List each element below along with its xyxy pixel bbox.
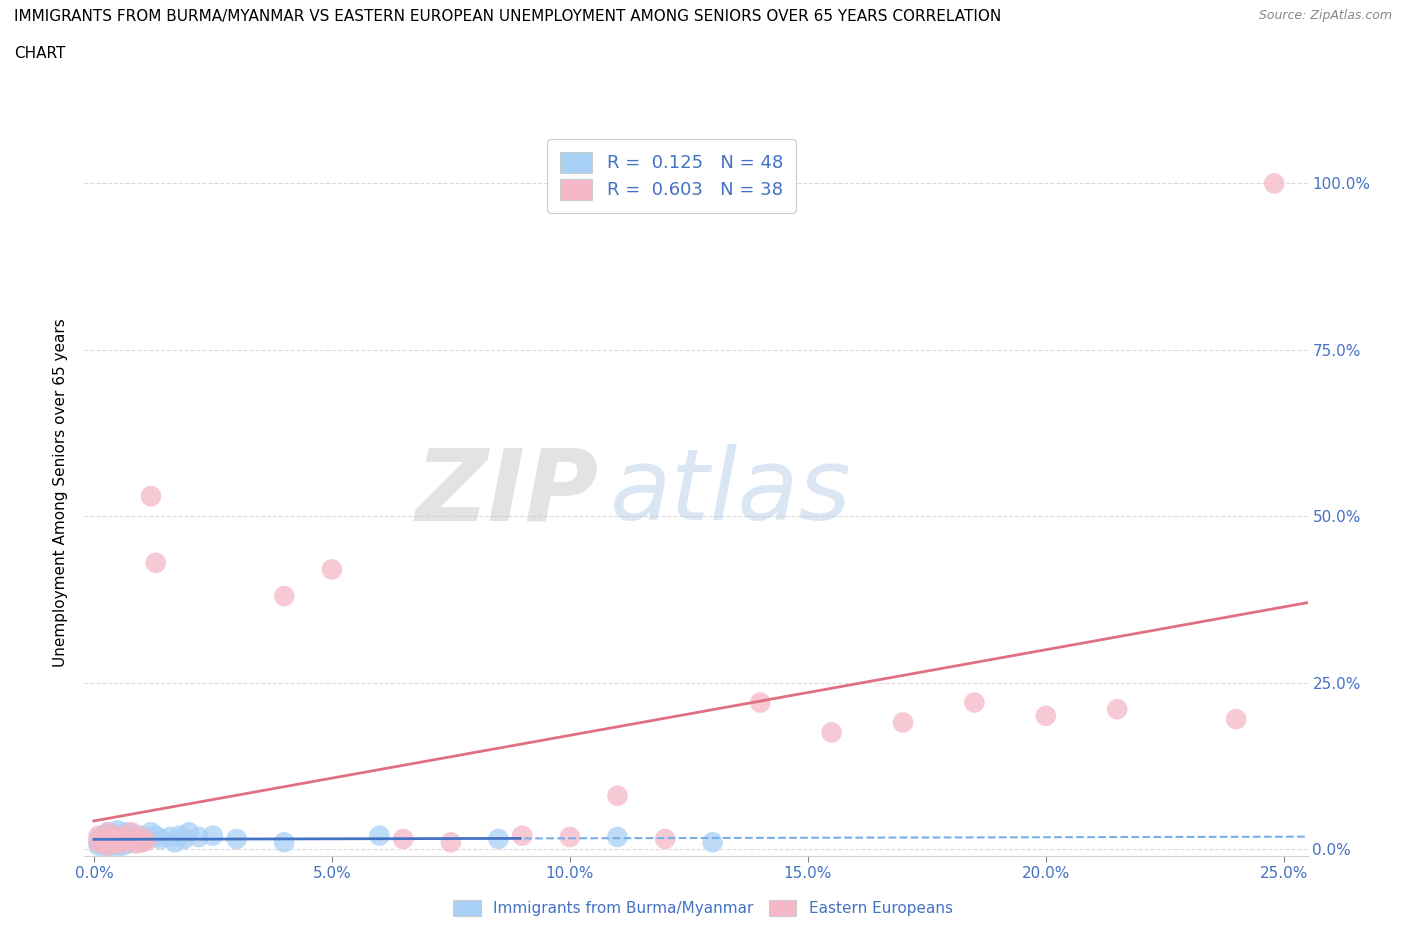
Point [93,829,115,844]
Point [93,836,115,851]
Point [93,833,115,848]
Point [145,829,167,844]
Point [963,695,986,710]
Point [201,829,224,844]
Point [891,715,914,730]
Text: Source: ZipAtlas.com: Source: ZipAtlas.com [1258,9,1392,22]
Point [101,835,124,850]
Point [107,835,129,850]
Point [225,831,247,846]
Point [97,838,120,853]
Point [1263,176,1285,191]
Point [321,562,343,577]
Point [131,835,153,850]
Point [654,831,676,846]
Point [101,827,124,842]
Point [93,836,115,851]
Point [131,830,153,844]
Point [149,831,172,846]
Point [159,830,181,844]
Legend: Immigrants from Burma/Myanmar, Eastern Europeans: Immigrants from Burma/Myanmar, Eastern E… [447,894,959,923]
Point [107,831,129,846]
Point [97,833,120,848]
Point [135,833,157,848]
Text: IMMIGRANTS FROM BURMA/MYANMAR VS EASTERN EUROPEAN UNEMPLOYMENT AMONG SENIORS OVE: IMMIGRANTS FROM BURMA/MYANMAR VS EASTERN… [14,9,1001,24]
Point [1225,711,1247,726]
Point [1035,709,1057,724]
Point [440,835,463,850]
Point [488,831,510,846]
Point [115,831,138,846]
Point [97,833,120,848]
Point [101,831,124,846]
Text: ZIP: ZIP [415,445,598,541]
Point [97,825,120,840]
Legend: R =  0.125   N = 48, R =  0.603   N = 38: R = 0.125 N = 48, R = 0.603 N = 38 [547,140,796,213]
Point [97,836,120,851]
Point [101,838,124,853]
Point [115,825,138,840]
Point [101,830,124,844]
Point [121,829,143,844]
Point [145,555,167,570]
Point [111,833,134,848]
Point [273,589,295,604]
Point [273,835,295,850]
Point [131,829,153,844]
Point [139,825,162,840]
Point [606,789,628,804]
Point [93,838,115,853]
Text: CHART: CHART [14,46,66,61]
Y-axis label: Unemployment Among Seniors over 65 years: Unemployment Among Seniors over 65 years [53,319,69,668]
Point [131,835,153,850]
Point [121,831,143,846]
Point [121,825,143,840]
Point [139,489,162,504]
Point [87,829,110,844]
Point [87,835,110,850]
Point [107,830,129,844]
Point [121,835,143,850]
Point [93,831,115,846]
Point [1107,702,1129,717]
Point [368,829,391,844]
Point [177,825,200,840]
Point [510,829,533,844]
Point [87,835,110,850]
Point [163,835,186,850]
Point [135,831,157,846]
Point [606,830,628,844]
Point [111,838,134,853]
Point [558,830,581,844]
Point [111,833,134,848]
Point [115,836,138,851]
Point [97,838,120,853]
Text: atlas: atlas [610,445,852,541]
Point [392,831,415,846]
Point [111,829,134,844]
Point [187,830,209,844]
Point [97,830,120,844]
Point [107,838,129,853]
Point [87,838,110,853]
Point [107,836,129,851]
Point [97,825,120,840]
Point [820,725,842,740]
Point [107,823,129,838]
Point [702,835,724,850]
Point [115,835,138,850]
Point [87,831,110,846]
Point [749,695,772,710]
Point [101,835,124,850]
Point [111,829,134,844]
Point [125,831,148,846]
Point [173,831,195,846]
Point [125,836,148,851]
Point [169,829,191,844]
